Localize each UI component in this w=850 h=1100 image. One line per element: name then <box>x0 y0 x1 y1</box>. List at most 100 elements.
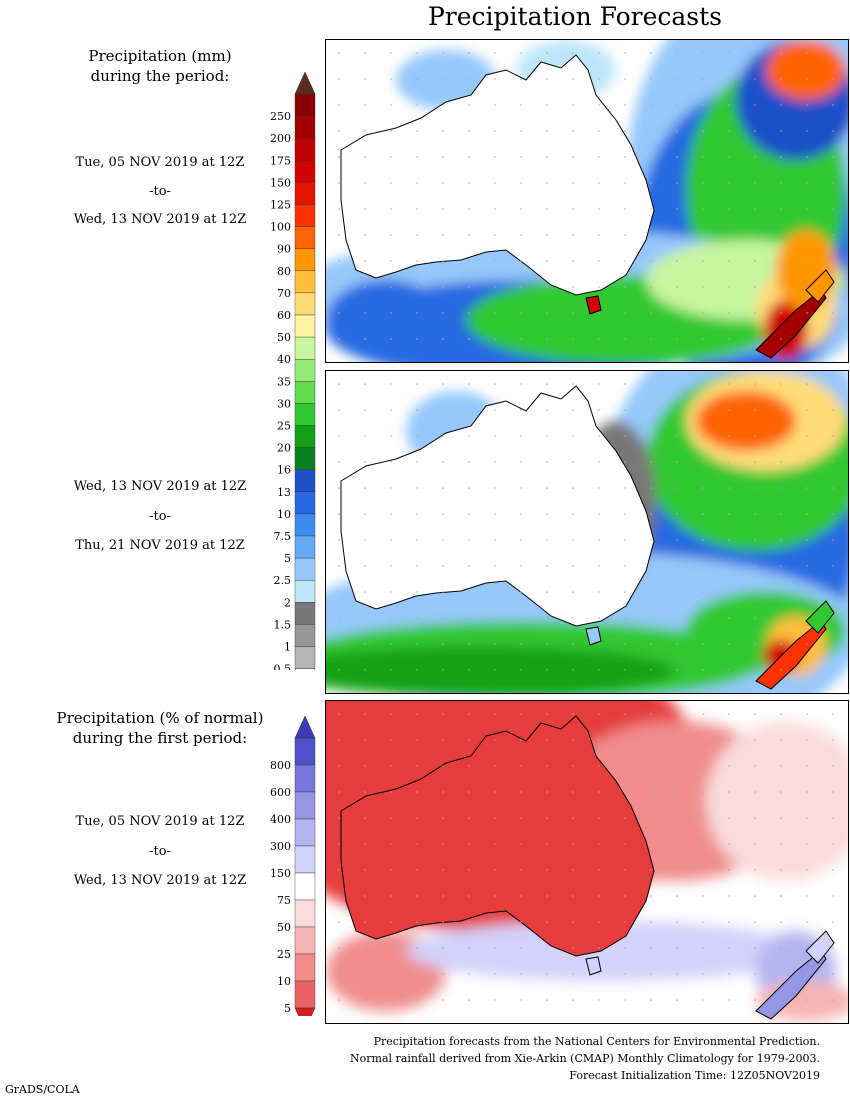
legend-swatch <box>294 160 316 183</box>
legend-swatch <box>294 292 316 316</box>
legend-swatch <box>294 953 316 982</box>
legend-top-arrow <box>294 71 316 95</box>
legend-swatch <box>294 115 316 139</box>
legend-tick-label: 150 <box>270 867 291 880</box>
legend-swatch <box>294 447 316 470</box>
legend-tick-label: 80 <box>277 265 291 278</box>
legend-tick-label: 90 <box>277 243 291 256</box>
panel3-heading: Precipitation (% of normal) during the f… <box>20 708 300 748</box>
legend-tick-label: 125 <box>270 199 291 212</box>
legend-swatch <box>294 182 316 205</box>
legend-tick-label: 10 <box>277 975 291 988</box>
panel1-heading: Precipitation (mm) during the period: <box>20 46 300 86</box>
legend-swatch <box>294 580 316 603</box>
legend-swatch <box>294 872 316 901</box>
legend-tick-label: 16 <box>277 464 291 477</box>
legend-bottom-arrow <box>294 1007 316 1016</box>
legend-swatch <box>294 845 316 874</box>
legend-swatch <box>294 980 316 1009</box>
legend-swatch <box>294 818 316 847</box>
legend-swatch <box>294 270 316 294</box>
legend-swatch <box>294 899 316 928</box>
legend-tick-label: 2 <box>284 596 291 609</box>
legend-swatch <box>294 557 316 581</box>
legend-tick-label: 800 <box>270 759 291 772</box>
legend-swatch <box>294 226 316 249</box>
legend-swatch <box>294 425 316 448</box>
legend-bottom-arrow <box>294 668 316 670</box>
map-precip-period2 <box>325 370 849 694</box>
panel2-end-date: Thu, 21 NOV 2019 at 12Z <box>75 538 245 553</box>
legend-tick-label: 300 <box>270 840 291 853</box>
panel3-heading-line2: during the first period: <box>72 729 248 747</box>
legend-tick-label: 70 <box>277 287 291 300</box>
legend-swatch <box>294 513 316 537</box>
legend-top-arrow <box>294 715 316 739</box>
legend-tick-label: 40 <box>277 353 291 366</box>
legend-tick-label: 600 <box>270 786 291 799</box>
page-title: Precipitation Forecasts <box>427 2 723 31</box>
legend-mm: 2502001751501251009080706050403530252016… <box>270 71 316 670</box>
legend-tick-label: 5 <box>284 1002 291 1015</box>
legend-swatch <box>294 646 316 669</box>
legend-swatch <box>294 624 316 647</box>
legend-tick-label: 150 <box>270 176 291 189</box>
panel1-start-date: Tue, 05 NOV 2019 at 12Z <box>75 155 245 170</box>
footer-source: Precipitation forecasts from the Nationa… <box>373 1035 820 1048</box>
footer-init-time: Forecast Initialization Time: 12Z05NOV20… <box>569 1069 820 1082</box>
map-precip-percent-normal <box>325 700 849 1024</box>
legend-swatch <box>294 137 316 161</box>
legend-swatch <box>294 602 316 625</box>
panel3-to: -to- <box>149 844 171 859</box>
legend-tick-label: 1.5 <box>274 618 292 631</box>
legend-swatch <box>294 469 316 493</box>
legend-swatch <box>294 248 316 271</box>
legend-percent: 800 600 400 300 150 75 50 25 10 5 <box>270 715 316 1016</box>
legend-tick-label: 50 <box>277 921 291 934</box>
legend-swatch <box>294 491 316 515</box>
legend-tick-label: 75 <box>277 894 291 907</box>
panel2-to: -to- <box>149 509 171 524</box>
legend-tick-label: 2.5 <box>274 574 292 587</box>
legend-tick-label: 25 <box>277 948 291 961</box>
legend-swatch <box>294 737 316 766</box>
panel1-end-date: Wed, 13 NOV 2019 at 12Z <box>73 212 247 227</box>
legend-swatch <box>294 93 316 117</box>
legend-tick-label: 13 <box>277 486 291 499</box>
legend-tick-label: 400 <box>270 813 291 826</box>
panel3-start-date: Tue, 05 NOV 2019 at 12Z <box>75 814 245 829</box>
map-precip-period1 <box>325 39 849 363</box>
legend-tick-label: 7.5 <box>274 530 292 543</box>
legend-tick-label: 30 <box>277 397 291 410</box>
legend-tick-label: 1 <box>284 641 291 654</box>
legend-tick-label: 0.5 <box>274 663 292 670</box>
footer-climatology: Normal rainfall derived from Xie-Arkin (… <box>350 1052 820 1065</box>
legend-tick-label: 60 <box>277 309 291 322</box>
panel1-to: -to- <box>149 184 171 199</box>
legend-tick-label: 100 <box>270 221 291 234</box>
legend-swatch <box>294 764 316 793</box>
grads-credit: GrADS/COLA <box>5 1083 80 1096</box>
legend-tick-label: 20 <box>277 442 291 455</box>
legend-swatch <box>294 535 316 559</box>
legend-swatch <box>294 926 316 955</box>
panel3-end-date: Wed, 13 NOV 2019 at 12Z <box>73 873 247 888</box>
legend-swatch <box>294 791 316 820</box>
legend-tick-label: 25 <box>277 420 291 433</box>
panel2-start-date: Wed, 13 NOV 2019 at 12Z <box>73 479 247 494</box>
legend-swatch <box>294 381 316 404</box>
legend-tick-label: 250 <box>270 110 291 123</box>
legend-swatch <box>294 359 316 382</box>
panel3-heading-line1: Precipitation (% of normal) <box>56 709 264 727</box>
legend-swatch <box>294 314 316 338</box>
legend-swatch <box>294 336 316 360</box>
panel1-heading-line2: during the period: <box>90 67 230 85</box>
legend-tick-label: 50 <box>277 331 291 344</box>
legend-tick-label: 35 <box>277 375 291 388</box>
legend-tick-label: 200 <box>270 132 291 145</box>
legend-swatch <box>294 204 316 227</box>
legend-tick-label: 175 <box>270 154 291 167</box>
legend-tick-label: 5 <box>284 552 291 565</box>
legend-swatch <box>294 403 316 426</box>
panel1-heading-line1: Precipitation (mm) <box>88 47 232 65</box>
